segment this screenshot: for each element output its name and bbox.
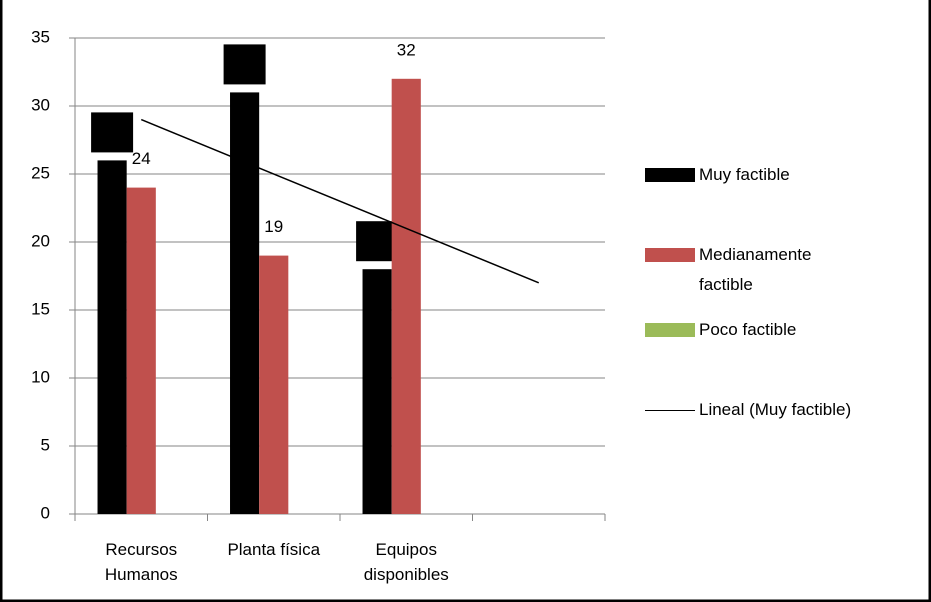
legend-label: Muy factible [699,165,790,184]
bar [259,255,289,514]
legend-swatch [645,323,695,337]
data-label: 32 [397,40,416,59]
bar [362,269,392,514]
legend-item: Poco factible [645,315,925,345]
bar [126,187,156,514]
data-label: 18 [368,231,387,250]
data-label-box [91,112,134,153]
y-tick-label: 20 [31,231,50,250]
legend-label: Poco factible [699,320,797,339]
y-tick-label: 30 [31,95,50,114]
data-label-box [223,44,266,85]
trendline [140,118,540,284]
bar [230,92,260,515]
y-tick-label: 15 [31,299,50,318]
legend-swatch [645,248,695,262]
y-tick-label: 5 [41,435,50,454]
data-label: 19 [264,217,283,236]
legend-item: Medianamente factible [645,240,925,300]
data-label-box [356,221,399,262]
legend-line [645,410,695,411]
bar [97,160,127,514]
y-tick-label: 35 [31,27,50,46]
legend-label: Lineal (Muy factible) [699,400,852,419]
x-tick-label: Recursos Humanos [104,540,178,584]
legend-item: Muy factible [645,160,925,190]
bar [391,78,421,515]
data-label: 24 [132,149,151,168]
data-label: 26 [103,122,122,141]
x-tick-label: Planta física [227,540,321,559]
legend-label: Medianamente factible [699,245,812,294]
y-tick-label: 10 [31,367,50,386]
data-label: 31 [235,54,254,73]
y-tick-label: 25 [31,163,50,182]
legend-item: Lineal (Muy factible) [645,395,925,425]
y-tick-label: 0 [41,503,50,522]
x-tick-label: Equipos disponibles [363,540,449,584]
legend-swatch [645,168,695,182]
